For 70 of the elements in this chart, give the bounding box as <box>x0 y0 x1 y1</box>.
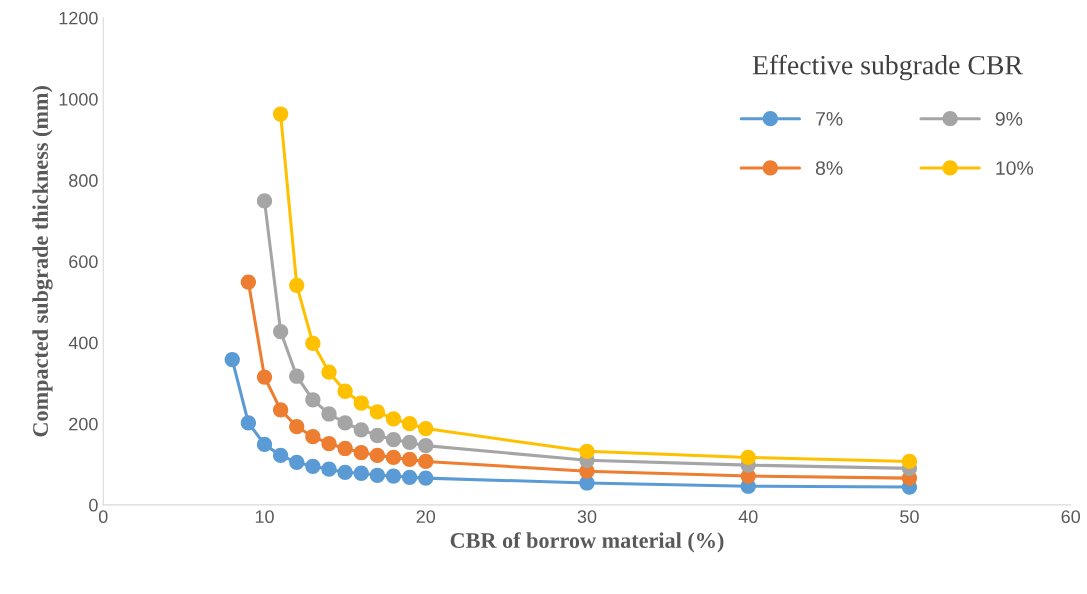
legend-label: 10% <box>996 161 1034 175</box>
point <box>369 467 386 483</box>
y-tick-label: 1000 <box>59 92 98 106</box>
point <box>256 369 273 385</box>
point <box>353 422 369 438</box>
point <box>418 470 434 486</box>
point <box>305 429 321 445</box>
point <box>353 465 369 481</box>
y-axis-title: Compacted subgrade thickness (mm) <box>32 86 53 437</box>
point <box>289 454 305 470</box>
point <box>385 431 402 448</box>
point <box>289 418 305 435</box>
point <box>256 436 273 453</box>
point <box>321 406 337 422</box>
y-tick-label: 600 <box>69 255 98 269</box>
y-tick-label: 200 <box>69 417 98 431</box>
x-axis-title: CBR of borrow material (%) <box>450 532 724 553</box>
point <box>337 464 353 481</box>
point <box>337 415 353 431</box>
point <box>369 404 386 420</box>
x-tick-label: 40 <box>738 510 758 524</box>
point <box>401 451 418 468</box>
point <box>305 392 321 408</box>
point <box>240 274 257 290</box>
y-tick-label: 1200 <box>59 11 98 25</box>
point <box>305 335 321 351</box>
point <box>272 447 289 464</box>
y-tick-label: 800 <box>69 174 98 187</box>
point <box>240 415 257 431</box>
point <box>337 383 353 399</box>
point <box>224 351 240 368</box>
point <box>321 461 337 477</box>
point <box>337 440 353 457</box>
point <box>418 438 434 454</box>
point <box>401 434 418 451</box>
point <box>385 449 402 466</box>
point <box>418 453 434 470</box>
point <box>579 443 595 459</box>
point <box>401 416 418 432</box>
x-tick-label: 0 <box>98 510 108 524</box>
point <box>369 447 386 464</box>
point <box>289 277 305 293</box>
point <box>353 444 369 461</box>
point <box>256 193 273 209</box>
legend-label: 7% <box>816 112 843 126</box>
point <box>418 420 434 437</box>
x-tick-label: 60 <box>1061 510 1081 524</box>
point <box>369 427 386 444</box>
y-tick-label: 400 <box>68 336 98 350</box>
legend-title: Effective subgrade CBR <box>752 54 1023 81</box>
y-tick-label: 0 <box>89 498 98 512</box>
point <box>305 458 321 474</box>
x-tick-label: 30 <box>577 510 597 524</box>
legend-label: 8% <box>815 161 843 175</box>
point <box>901 453 918 470</box>
point <box>272 106 289 122</box>
point <box>289 368 305 384</box>
x-tick-label: 20 <box>416 510 436 524</box>
point <box>321 364 337 380</box>
point <box>385 411 402 427</box>
legend-label: 9% <box>995 111 1023 126</box>
point <box>272 402 289 418</box>
x-tick-label: 50 <box>900 510 919 524</box>
x-tick-label: 10 <box>255 510 274 524</box>
point <box>321 435 337 452</box>
point <box>401 469 418 485</box>
point <box>385 468 402 484</box>
point <box>740 449 756 466</box>
point <box>272 323 289 340</box>
point <box>353 395 369 411</box>
